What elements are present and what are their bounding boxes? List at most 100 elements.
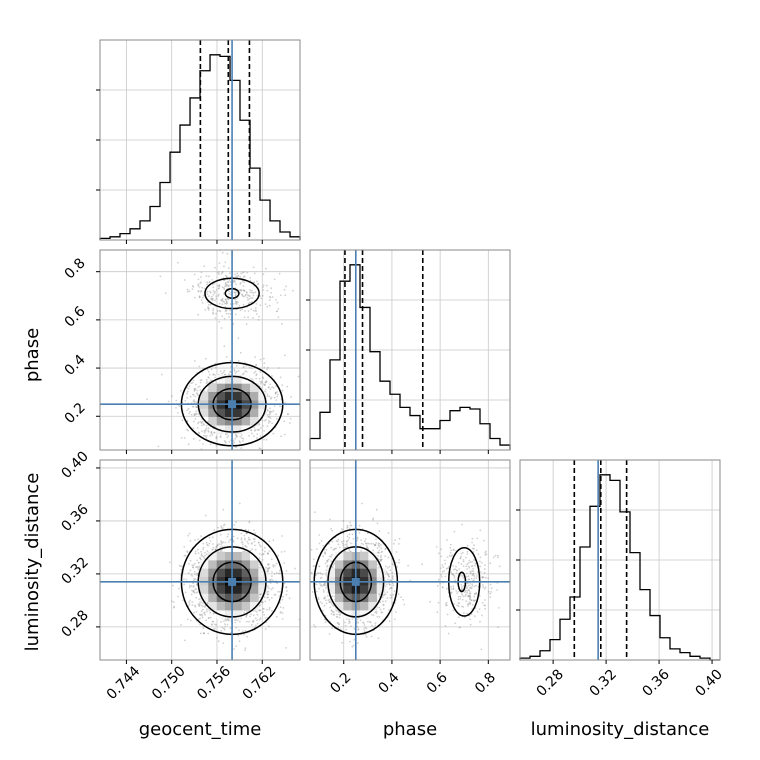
sample-point	[272, 432, 275, 435]
sample-point	[248, 521, 251, 524]
sample-point	[274, 392, 277, 395]
sample-point	[252, 619, 255, 622]
sample-point	[271, 578, 273, 581]
sample-point	[219, 435, 222, 438]
sample-point	[229, 455, 231, 457]
sample-point	[472, 551, 475, 553]
sample-point	[238, 305, 241, 307]
sample-point	[234, 372, 237, 375]
sample-point	[193, 388, 196, 390]
sample-point	[279, 405, 281, 408]
sample-point	[269, 383, 271, 386]
sample-point	[349, 621, 351, 624]
sample-point	[264, 381, 267, 384]
sample-point	[483, 587, 486, 590]
sample-point	[206, 608, 208, 611]
sample-point	[461, 598, 464, 601]
sample-point	[387, 574, 390, 576]
sample-point	[324, 586, 327, 589]
sample-point	[267, 386, 270, 389]
sample-point	[194, 539, 197, 541]
sample-point	[469, 618, 471, 621]
sample-point	[252, 538, 255, 540]
sample-point	[378, 606, 381, 609]
sample-point	[253, 430, 256, 432]
sample-point	[206, 281, 209, 284]
sample-point	[200, 290, 203, 292]
sample-point	[459, 557, 462, 560]
sample-point	[227, 435, 230, 437]
sample-point	[219, 546, 222, 549]
density-cell	[233, 585, 242, 594]
sample-point	[318, 534, 321, 536]
sample-point	[200, 613, 203, 616]
sample-point	[239, 275, 242, 278]
sample-point	[256, 619, 258, 622]
sample-point	[268, 608, 271, 611]
sample-point	[219, 436, 222, 439]
sample-point	[191, 285, 194, 287]
sample-point	[239, 441, 242, 444]
sample-point	[389, 569, 392, 572]
sample-point	[268, 587, 270, 590]
sample-point	[268, 395, 271, 398]
sample-point	[224, 625, 227, 628]
sample-point	[457, 595, 460, 598]
sample-point	[227, 312, 230, 315]
sample-point	[195, 591, 198, 594]
sample-point	[173, 605, 176, 608]
sample-point	[182, 599, 184, 602]
sample-point	[228, 292, 230, 295]
sample-point	[273, 573, 276, 575]
sample-point	[234, 302, 237, 305]
sample-point	[328, 543, 330, 545]
sample-point	[195, 406, 198, 409]
sample-point	[254, 544, 256, 547]
sample-point	[171, 395, 173, 398]
sample-point	[206, 290, 209, 293]
sample-point	[194, 550, 197, 553]
sample-point	[321, 602, 324, 605]
sample-point	[242, 437, 245, 440]
sample-point	[183, 583, 186, 586]
sample-point	[261, 294, 264, 297]
sample-point	[393, 590, 396, 593]
sample-point	[453, 530, 456, 533]
density-cell	[250, 383, 259, 392]
sample-point	[258, 618, 261, 621]
sample-point	[446, 567, 449, 570]
sample-point	[198, 604, 201, 607]
sample-point	[202, 632, 205, 635]
sample-point	[272, 387, 275, 389]
sample-point	[483, 568, 486, 570]
sample-point	[197, 552, 200, 555]
sample-point	[214, 548, 217, 551]
sample-point	[238, 440, 241, 442]
sample-point	[473, 558, 475, 561]
sample-point	[269, 578, 271, 581]
sample-point	[239, 620, 241, 623]
sample-point	[223, 440, 226, 442]
sample-point	[363, 624, 366, 626]
sample-point	[481, 575, 484, 578]
sample-point	[381, 596, 384, 599]
sample-point	[249, 538, 251, 541]
sample-point	[257, 283, 259, 285]
sample-point	[189, 559, 192, 562]
sample-point	[233, 291, 236, 294]
sample-point	[192, 394, 195, 396]
sample-point	[258, 377, 261, 380]
sample-point	[328, 601, 331, 603]
sample-point	[212, 307, 215, 310]
sample-point	[461, 593, 464, 596]
sample-point	[172, 601, 175, 603]
sample-point	[271, 375, 273, 377]
density-cell	[225, 601, 234, 611]
sample-point	[184, 399, 187, 402]
sample-point	[473, 595, 476, 598]
y-tick-label: 0.40	[58, 448, 91, 481]
sample-point	[382, 600, 384, 603]
sample-point	[203, 265, 206, 267]
sample-point	[263, 546, 266, 549]
sample-point	[259, 447, 262, 450]
